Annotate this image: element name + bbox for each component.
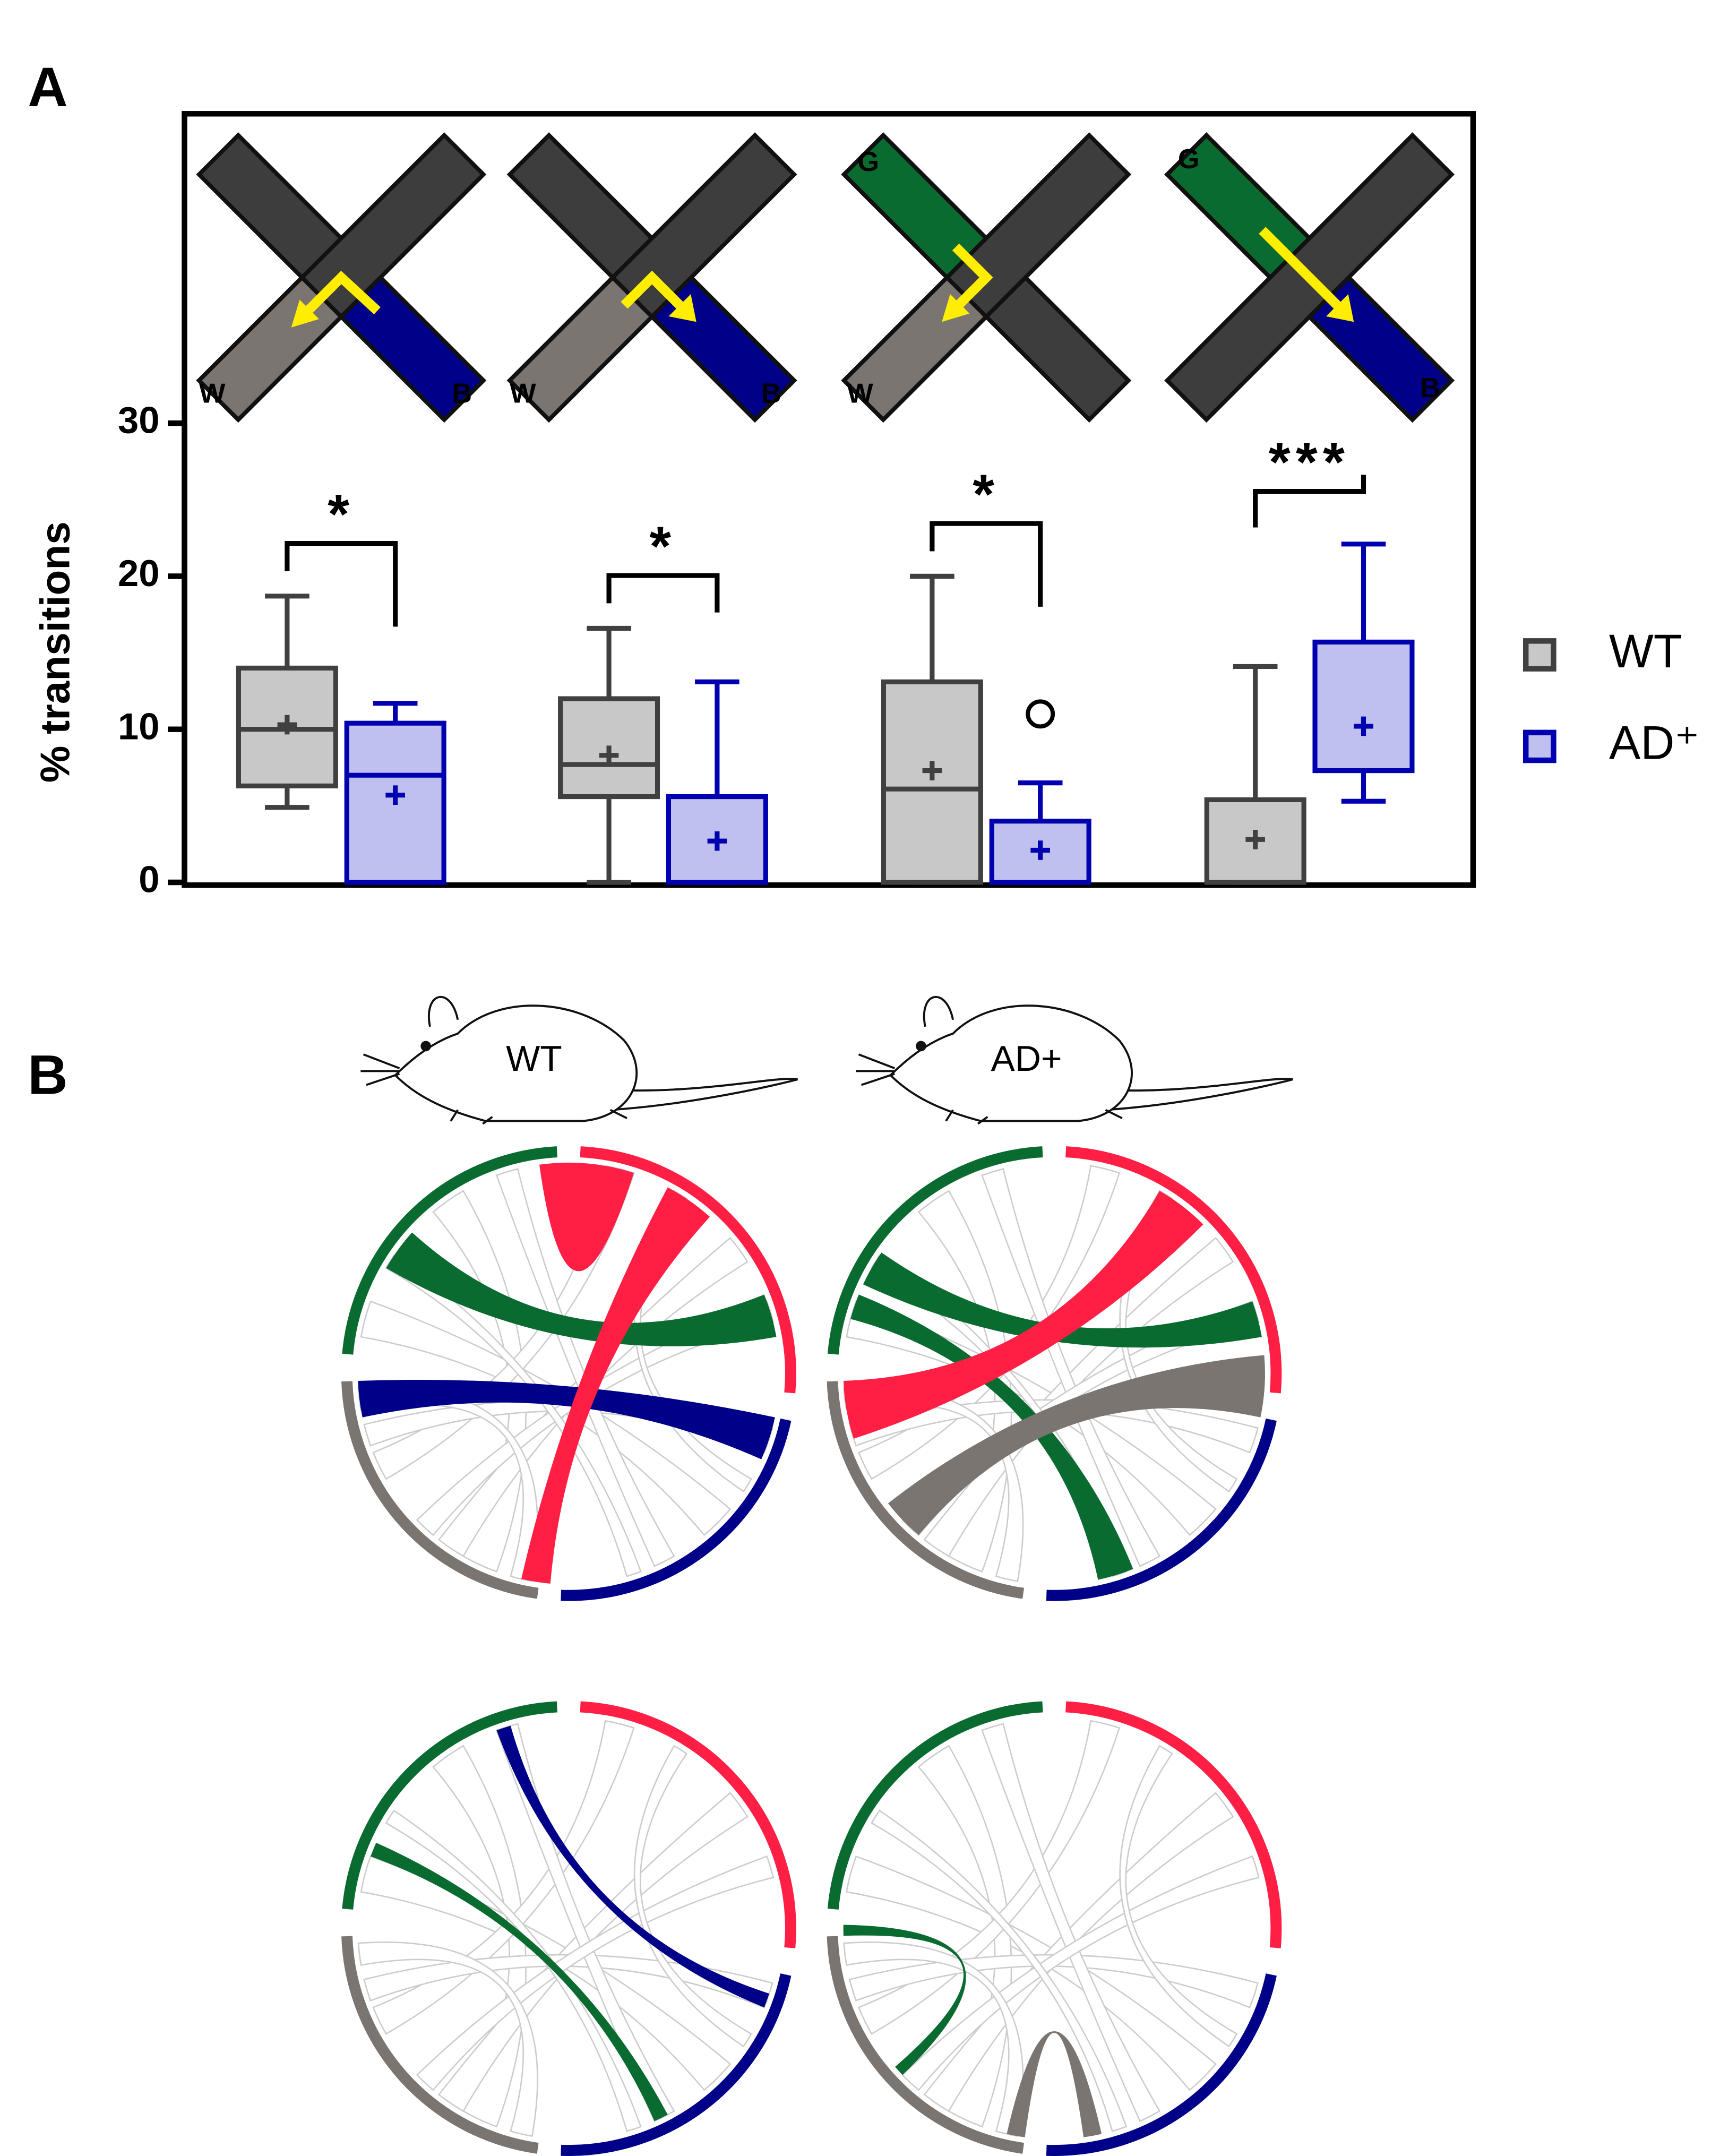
significance-label: * <box>973 463 1000 526</box>
outlier <box>1026 699 1055 729</box>
chord-ribbon <box>521 1187 710 1584</box>
y-tick-label: 20 <box>118 552 159 594</box>
maze-label: B <box>1420 373 1440 403</box>
mean-marker <box>707 831 727 851</box>
maze-label: G <box>857 147 879 177</box>
chord-arc <box>1046 1418 1277 1601</box>
box <box>881 573 983 885</box>
box <box>1204 664 1306 885</box>
maze-label: B <box>452 379 472 409</box>
chord-arc <box>827 1701 1043 1910</box>
mean-marker <box>922 761 942 780</box>
box <box>1312 542 1415 804</box>
maze-icon <box>841 132 1129 423</box>
chord-faint <box>357 1942 538 2137</box>
chord-faint <box>416 1855 775 2091</box>
chord-ribbon <box>386 1232 777 1346</box>
box <box>344 701 446 885</box>
chord-ribbon <box>539 1162 634 1272</box>
mean-marker <box>599 745 619 766</box>
box <box>558 625 660 885</box>
legend-label: AD⁺ <box>1609 716 1699 769</box>
chord-arc <box>827 1381 1025 1599</box>
box-body <box>881 679 983 885</box>
significance-bracket <box>606 573 720 613</box>
chord-ribbon <box>843 1925 966 2075</box>
chord-arc <box>1065 1701 1282 1948</box>
significance-label: * <box>328 483 355 545</box>
maze-icon <box>1164 132 1455 423</box>
mean-marker <box>1354 716 1373 736</box>
chord-faint <box>1119 1745 1238 2048</box>
panel-label: B <box>28 1044 67 1106</box>
mouse-icon <box>360 995 798 1125</box>
chord-arc <box>580 1701 796 1948</box>
chord-arc <box>561 1973 792 2156</box>
chord-arc <box>1065 1146 1282 1394</box>
mouse-label: AD+ <box>991 1038 1062 1079</box>
maze-icon <box>506 135 797 423</box>
chord-faint <box>901 1855 1260 2091</box>
box <box>236 594 338 810</box>
chord-arc <box>1046 1973 1277 2156</box>
chord-arc <box>561 1418 792 1601</box>
significance-bracket <box>930 521 1043 607</box>
box-body <box>1312 639 1415 774</box>
chord-arc <box>342 1146 557 1355</box>
legend-label: WT <box>1609 625 1682 677</box>
mean-marker <box>1245 830 1265 849</box>
chord-faint <box>843 1942 1024 2137</box>
chord-arc <box>341 1381 539 1599</box>
mouse-icon <box>856 995 1293 1125</box>
chord-faint <box>923 1792 1234 2112</box>
legend-swatch <box>1523 729 1556 763</box>
significance-label: *** <box>1269 431 1350 493</box>
chord-arc <box>580 1146 796 1394</box>
mean-marker <box>1030 840 1050 860</box>
chord-faint <box>923 1236 1234 1557</box>
chord-ribbon <box>1007 2031 1102 2137</box>
significance-bracket <box>285 540 398 627</box>
y-axis-label: % transitions <box>31 521 78 783</box>
box <box>666 679 768 885</box>
chord-arc <box>341 1936 539 2154</box>
chord-faint <box>871 1809 1128 2132</box>
significance-label: * <box>649 516 676 578</box>
chord-arc <box>827 1146 1043 1355</box>
maze-label: W <box>199 379 226 409</box>
panel-label: A <box>28 56 67 118</box>
chord-arc <box>342 1701 557 1910</box>
chord-ribbon <box>850 1294 1133 1580</box>
mean-marker <box>385 785 405 805</box>
maze-label: W <box>510 379 536 409</box>
maze-label: G <box>1178 144 1200 175</box>
maze-icon <box>196 135 487 423</box>
y-tick-label: 10 <box>118 705 159 747</box>
chord-ribbon <box>888 1355 1265 1535</box>
chord-ribbon <box>843 1191 1203 1439</box>
y-tick-label: 0 <box>139 858 159 900</box>
maze-label: B <box>761 379 781 409</box>
chord-faint <box>385 1809 642 2132</box>
chord-arc <box>827 1936 1025 2154</box>
chord-ribbon <box>358 1379 775 1459</box>
chord-faint <box>981 1723 1161 2123</box>
box <box>989 699 1091 885</box>
maze-labels: W B W B G W G B <box>199 144 1440 409</box>
significance-bracket <box>1253 475 1366 528</box>
maze-label: W <box>847 379 873 409</box>
chord-diagrams <box>341 1146 1282 2156</box>
y-tick-label: 30 <box>118 399 159 441</box>
mean-marker <box>277 715 297 735</box>
mouse-label: WT <box>506 1038 562 1079</box>
legend-swatch <box>1523 638 1556 672</box>
